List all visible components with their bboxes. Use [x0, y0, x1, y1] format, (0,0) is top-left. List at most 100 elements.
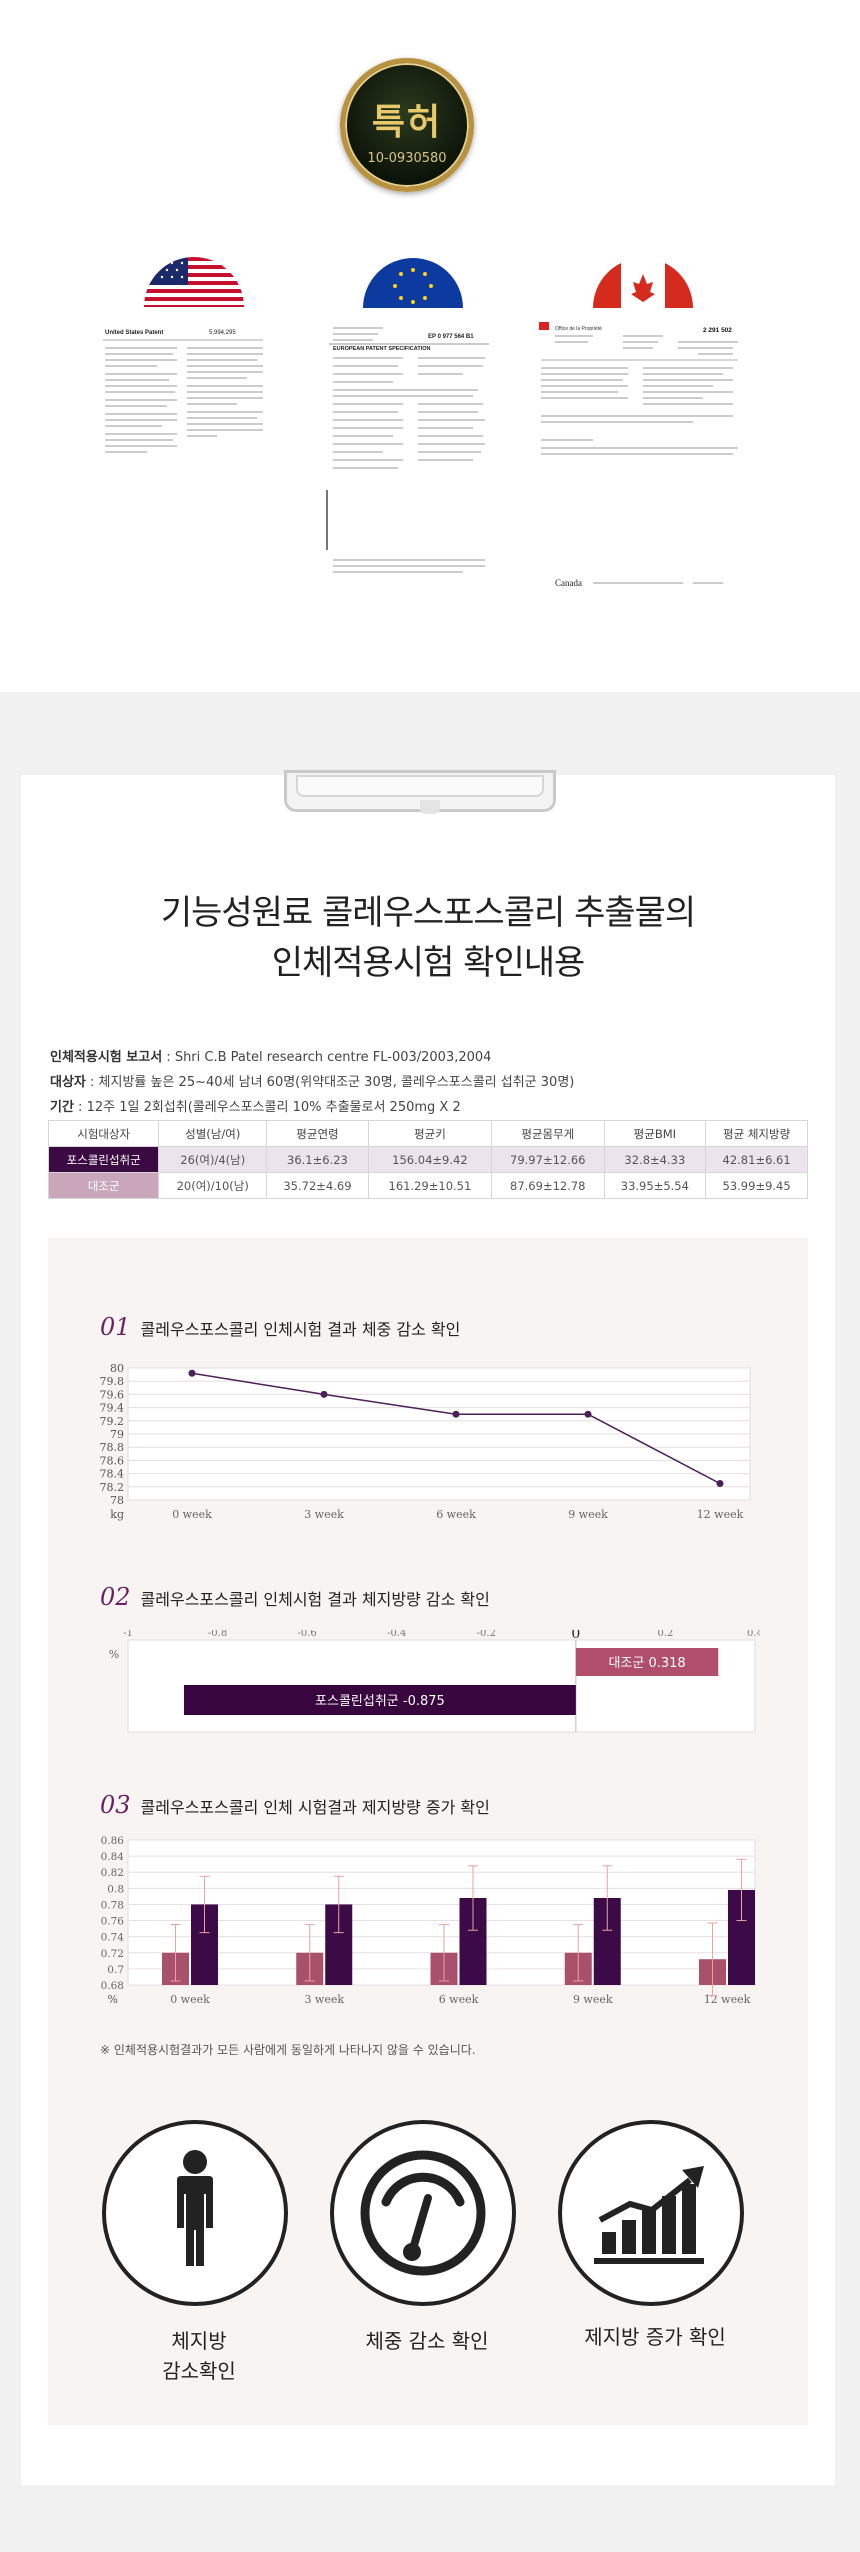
feature-circle-bodyfat — [102, 2120, 288, 2306]
table-cell: 20(여)/10(남) — [158, 1172, 268, 1199]
eu-patent-number: EP 0 977 564 B1 — [428, 334, 474, 340]
feature-label-weight: 체중 감소 확인 — [334, 2326, 520, 2356]
table-cell: 53.99±9.45 — [705, 1172, 808, 1199]
subjects-table: 시험대상자 성별(남/여) 평균연령 평균키 평균몸무게 평균BMI 평균 체지… — [47, 1120, 808, 1199]
y-tick-label: 78.4 — [100, 1468, 124, 1481]
feature-label-bodyfat: 체지방 감소확인 — [106, 2326, 292, 2386]
table-cell: 35.72±4.69 — [266, 1172, 369, 1199]
report-value: : Shri C.B Patel research centre FL-003/… — [162, 1050, 492, 1065]
eu-patent-document: EUROPEAN PATENT SPECIFICATION EP 0 977 5… — [323, 258, 495, 592]
y-tick-label: 79.2 — [100, 1415, 124, 1428]
patent-badge-title: 특허 — [371, 102, 443, 143]
table-cell: 42.81±6.61 — [705, 1146, 808, 1173]
eu-flag-icon — [363, 258, 463, 308]
y-tick-label: 78.6 — [100, 1454, 124, 1467]
canada-wordmark: Canada — [555, 578, 582, 588]
data-point — [320, 1390, 328, 1398]
chart2-number: 02 — [100, 1583, 131, 1611]
bodyfat-bar-chart: -1 -0.8 -0.6 -0.4 -0.2 0 0.2 0.4% 대조군 0.318 포스콜린섭… — [109, 1630, 760, 1733]
feature-label-line: 체지방 — [171, 2329, 227, 2353]
patent-badge-number: 10-0930580 — [367, 151, 447, 166]
y-tick-label: 78.8 — [100, 1441, 124, 1454]
x-tick-label: 0.4 — [747, 1630, 760, 1639]
gauge-icon — [360, 2150, 486, 2276]
table-header: 평균BMI — [603, 1120, 707, 1147]
patent-badge: 특허 10-0930580 — [340, 58, 474, 192]
table-row: 포스콜린섭취군 26(여)/4(남) 36.1±6.23 156.04±9.42… — [47, 1146, 808, 1173]
y-tick-label: 0.76 — [101, 1916, 125, 1928]
clipboard-clip-nub — [420, 800, 440, 814]
disclaimer-note: ※ 인체적용시험결과가 모든 사람에게 동일하게 나타나지 않을 수 있습니다. — [100, 2043, 476, 2057]
feature-label-line: 제지방 증가 확인 — [584, 2325, 726, 2349]
x-tick-label: 12 week — [704, 1993, 751, 2006]
us-patent-document: United States Patent 5,994,295 — [97, 257, 269, 590]
y-tick-label: 0.7 — [107, 1964, 124, 1976]
study-report-line: 인체적용시험 보고서 : Shri C.B Patel research cen… — [50, 1046, 491, 1065]
canada-patent-header: Office de la Propriété — [555, 326, 602, 332]
person-icon — [177, 2150, 213, 2266]
x-tick-label: -0.4 — [387, 1630, 406, 1639]
subjects-label: 대상자 — [50, 1075, 86, 1090]
eu-patent-header: EUROPEAN PATENT SPECIFICATION — [333, 346, 431, 352]
subjects-value: : 체지방률 높은 25~40세 남녀 60명(위약대조군 30명, 콜레우스포… — [85, 1075, 575, 1090]
feature-label-line: 체중 감소 확인 — [365, 2329, 489, 2353]
y-tick-label: 79.6 — [100, 1388, 124, 1401]
study-title-line1: 기능성원료 콜레우스포스콜리 추출물의 — [160, 893, 696, 933]
table-cell: 156.04±9.42 — [367, 1146, 493, 1173]
chart3-number: 03 — [100, 1791, 131, 1819]
study-subjects-line: 대상자 : 체지방률 높은 25~40세 남녀 60명(위약대조군 30명, 콜… — [50, 1071, 574, 1090]
chart3-title-text: 콜레우스포스콜리 인체 시험결과 제지방량 증가 확인 — [140, 1798, 490, 1817]
table-header: 평균키 — [367, 1120, 493, 1147]
y-tick-label: 78 — [110, 1494, 124, 1507]
y-tick-label: 0.82 — [101, 1867, 124, 1879]
table-header: 평균연령 — [266, 1120, 369, 1147]
y-tick-label: 0.86 — [101, 1835, 125, 1847]
x-tick-label: 0 week — [172, 1508, 212, 1521]
data-point — [716, 1480, 724, 1487]
y-tick-label: 0.8 — [107, 1883, 124, 1895]
y-tick-label: 0.72 — [101, 1948, 124, 1960]
y-tick-label: 0.84 — [101, 1851, 125, 1863]
x-tick-label: -0.8 — [208, 1630, 227, 1639]
canada-flag-icon — [593, 258, 693, 308]
x-tick-label: 3 week — [304, 1508, 344, 1521]
table-cell: 32.8±4.33 — [603, 1146, 707, 1173]
clipboard-clip-inner — [296, 775, 544, 797]
usa-flag-icon — [144, 257, 244, 307]
x-tick-label: 12 week — [697, 1508, 744, 1521]
chart1-title: 01 콜레우스포스콜리 인체시험 결과 체중 감소 확인 — [100, 1313, 460, 1341]
bar-label: 대조군 0.318 — [608, 1656, 685, 1671]
x-tick-label: 0 week — [170, 1993, 210, 2006]
x-tick-label: 0 — [571, 1630, 580, 1642]
table-header: 시험대상자 — [47, 1120, 160, 1147]
table-cell: 161.29±10.51 — [367, 1172, 493, 1199]
eu-patent-page: EUROPEAN PATENT SPECIFICATION EP 0 977 5… — [326, 327, 489, 573]
period-value: : 12주 1일 2회섭취(콜레우스포스콜리 10% 추출물로서 250mg X… — [73, 1100, 461, 1115]
patent-section: 특허 10-0930580 United States Patent 5,994… — [0, 0, 860, 692]
bar-label: 포스콜린섭취군 -0.875 — [315, 1694, 445, 1709]
bar — [575, 1648, 719, 1676]
y-tick-label: 79.4 — [100, 1402, 124, 1415]
x-tick-label: -0.6 — [297, 1630, 316, 1639]
table-header: 평균몸무게 — [491, 1120, 605, 1147]
leanmass-bar-chart: 0.86 0.84 0.82 0.8 0.78 0.76 0.74 0.72 0.7 0.68% 0… — [101, 1835, 756, 2006]
data-point — [452, 1410, 460, 1418]
us-patent-number: 5,994,295 — [209, 330, 236, 336]
y-tick-label: 0.78 — [101, 1899, 124, 1911]
table-cell: 26(여)/4(남) — [158, 1146, 268, 1173]
growth-chart-icon — [594, 2166, 704, 2264]
table-cell: 87.69±12.78 — [491, 1172, 605, 1199]
table-header: 평균 체지방량 — [705, 1120, 808, 1147]
us-patent-page: United States Patent 5,994,295 — [103, 330, 263, 453]
table-row: 대조군 20(여)/10(남) 35.72±4.69 161.29±10.51 … — [47, 1172, 808, 1199]
table-cell: 79.97±12.66 — [491, 1146, 605, 1173]
chart3-title: 03 콜레우스포스콜리 인체 시험결과 제지방량 증가 확인 — [100, 1791, 490, 1819]
feature-label-line: 감소확인 — [162, 2359, 236, 2383]
feature-label-leanmass: 제지방 증가 확인 — [562, 2322, 748, 2352]
feature-circle-weight — [330, 2120, 516, 2306]
y-axis-unit: kg — [110, 1508, 124, 1521]
canada-patent-document: Office de la Propriété 2 291 502 Canada — [533, 258, 743, 590]
y-tick-label: 0.68 — [101, 1980, 124, 1992]
chart2-title-text: 콜레우스포스콜리 인체시험 결과 체지방량 감소 확인 — [140, 1590, 490, 1609]
chart1-number: 01 — [100, 1313, 131, 1341]
